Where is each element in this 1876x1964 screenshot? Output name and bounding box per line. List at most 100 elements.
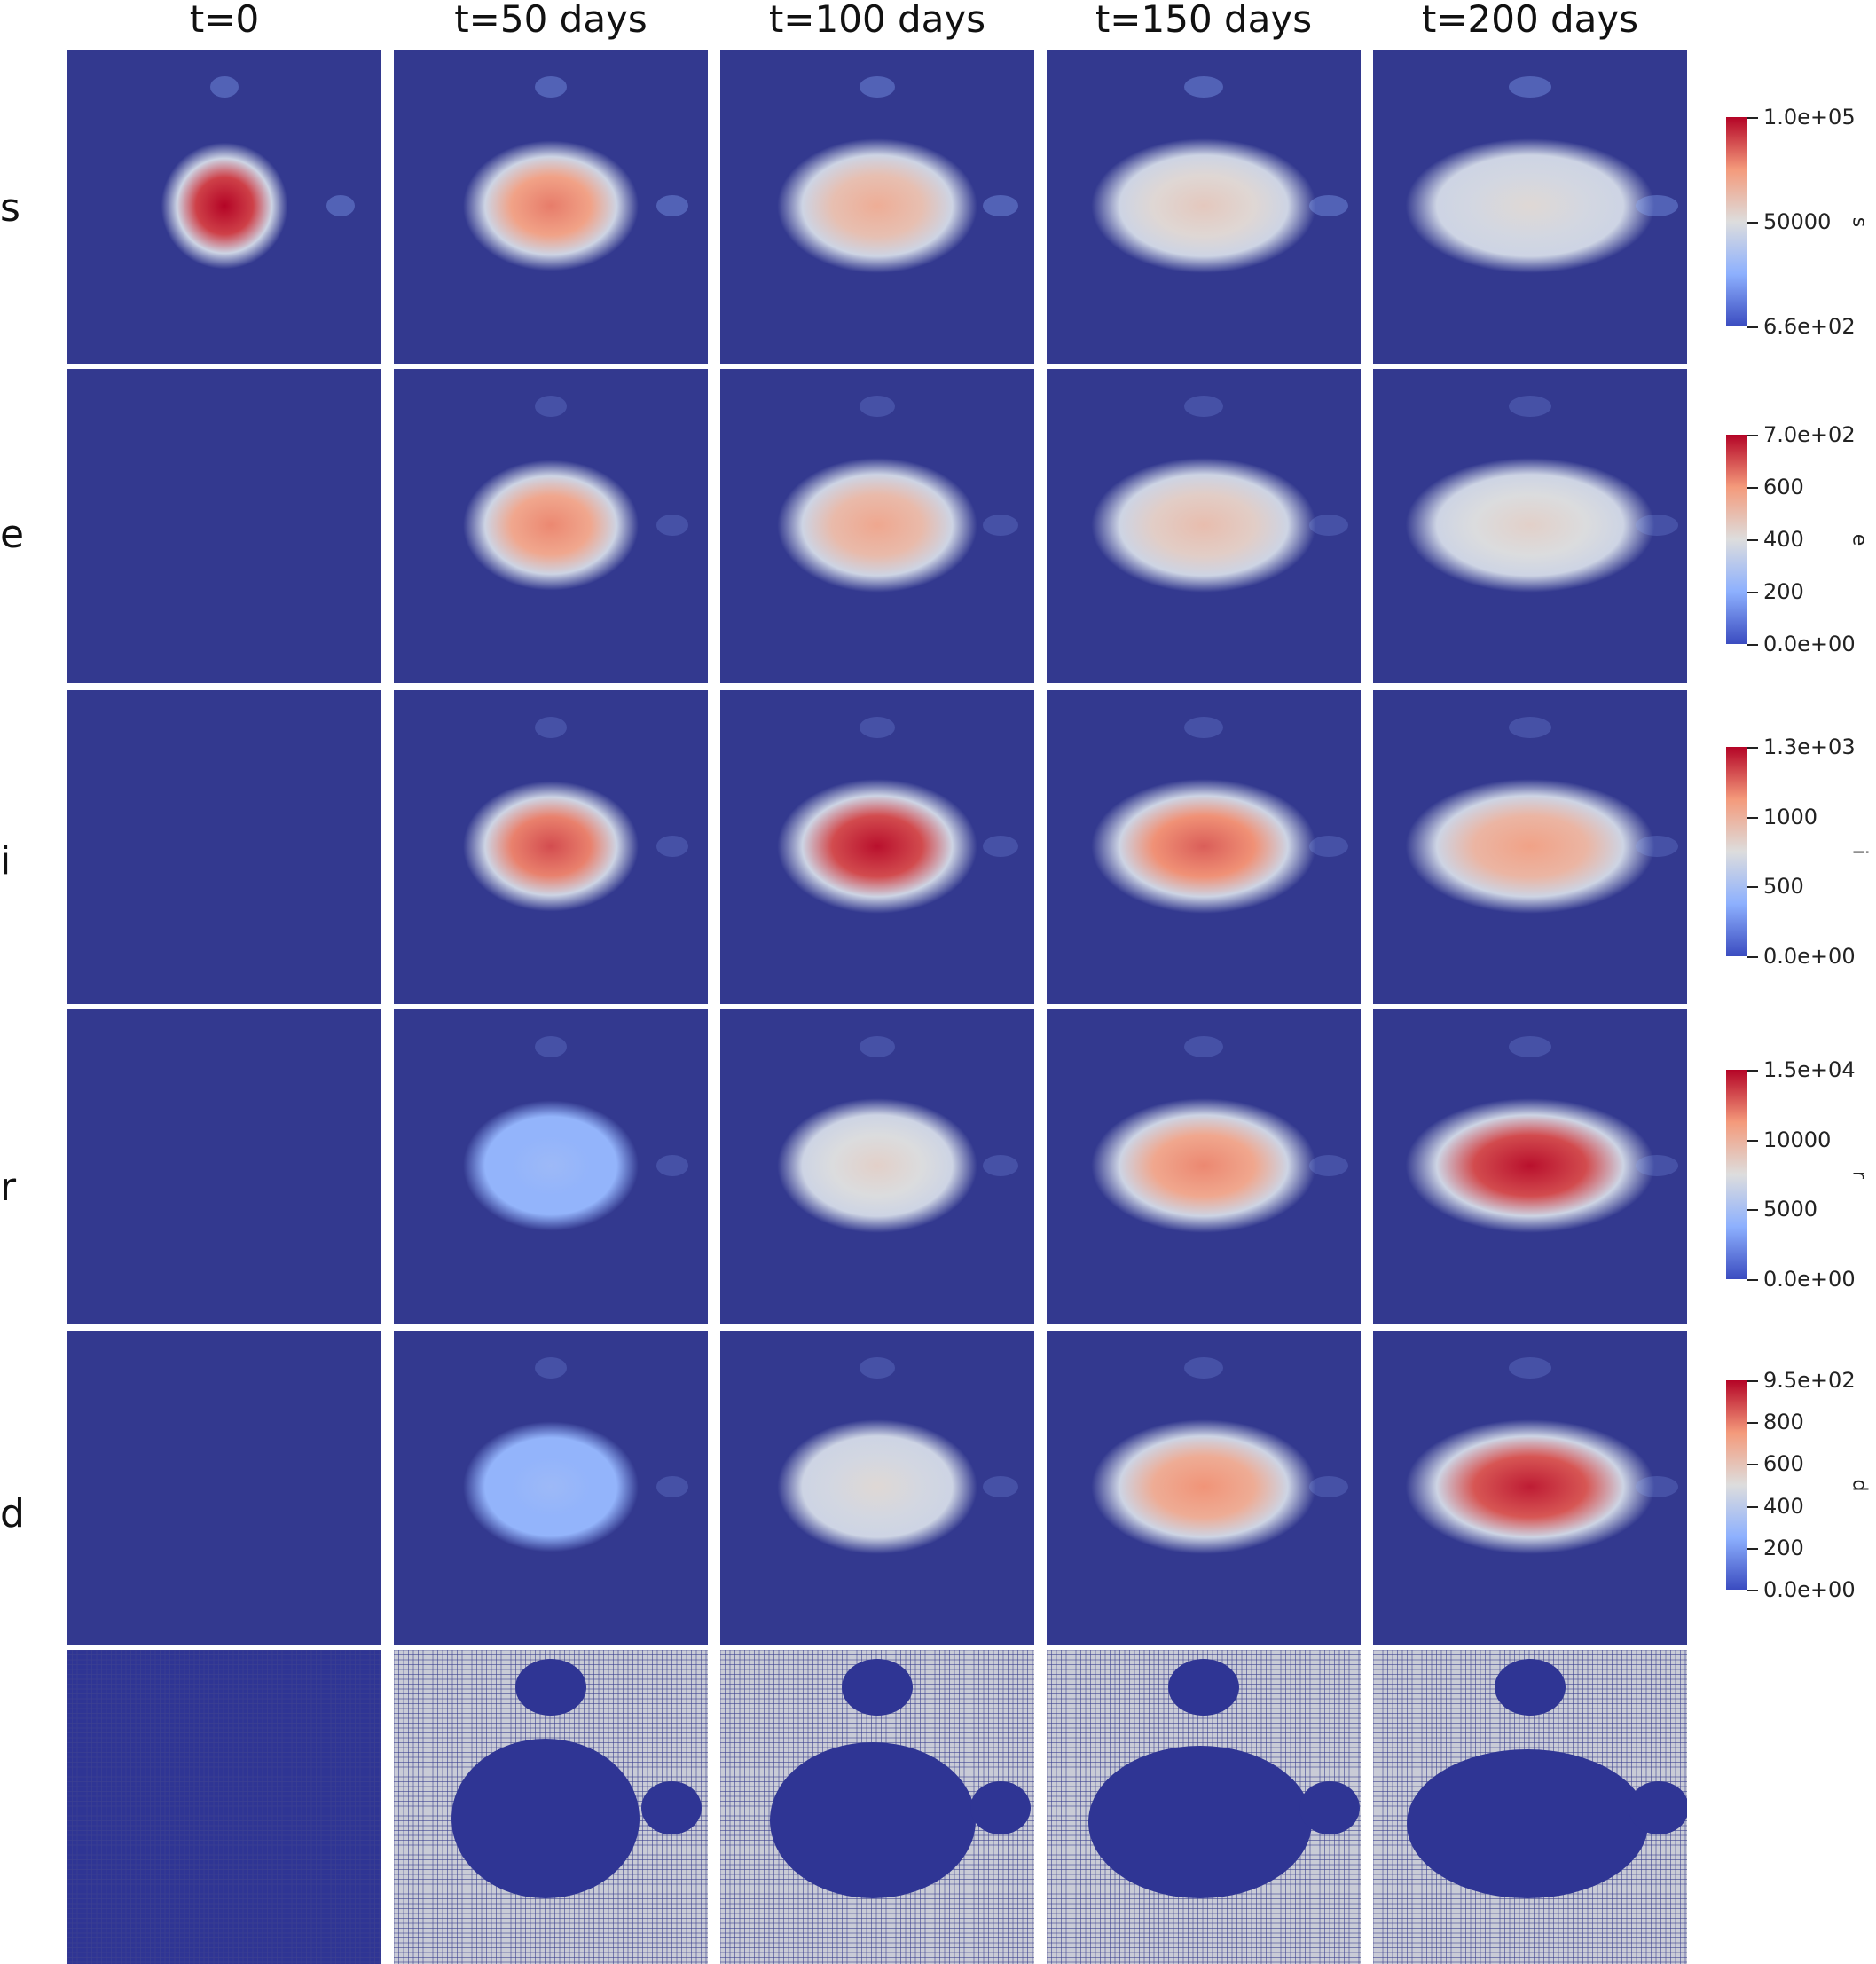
satellite-spot — [535, 76, 567, 98]
colorbar-tick-label: 800 — [1763, 1410, 1804, 1435]
panel-plot — [1373, 1009, 1687, 1324]
satellite-spot — [656, 1476, 688, 1497]
column-title-t150: t=150 days — [1095, 0, 1313, 41]
colorbar-tick-label: 5000 — [1763, 1197, 1818, 1222]
satellite-spot — [656, 1155, 688, 1176]
main-outbreak-blob — [1405, 1098, 1655, 1233]
row-label-s: s — [0, 185, 20, 231]
colorbar-r: 1.5e+04 10000 5000 0.0e+00 r — [1726, 1057, 1871, 1292]
panel-e-col4 — [1373, 369, 1687, 683]
panel-plot — [1047, 1331, 1361, 1645]
main-outbreak-blob — [1405, 779, 1655, 914]
satellite-spot — [1636, 195, 1678, 216]
satellite-spot — [326, 836, 355, 857]
satellite-spot — [1309, 1476, 1348, 1497]
colorbar-tick-label: 1.0e+05 — [1763, 105, 1856, 130]
panel-plot — [720, 1009, 1034, 1324]
panel-d-col3 — [1047, 1331, 1361, 1645]
satellite-spot — [983, 1155, 1018, 1176]
panel-plot — [1373, 690, 1687, 1004]
colorbar-tick-label: 9.5e+02 — [1763, 1368, 1856, 1393]
colorbar-d: 9.5e+02 800 600 400 200 0.0e+00 d — [1726, 1368, 1871, 1602]
colorbar-title: e — [1848, 533, 1871, 546]
panel-s-col3 — [1047, 50, 1361, 364]
panel-plot — [67, 369, 381, 683]
satellite-spot — [656, 836, 688, 857]
refined-mesh-region — [842, 1659, 913, 1716]
panel-d-col1 — [394, 1331, 708, 1645]
panel-plot — [67, 50, 381, 364]
panel-plot — [1373, 1331, 1687, 1645]
panel-plot — [1373, 369, 1687, 683]
panel-plot — [394, 690, 708, 1004]
main-outbreak-blob — [777, 138, 977, 273]
panel-d-col0 — [67, 1331, 381, 1645]
mesh-panel-col2 — [720, 1650, 1034, 1964]
colorbar-s: 1.0e+05 50000 6.6e+02 s — [1726, 105, 1871, 339]
colorbar-tick-label: 1.3e+03 — [1763, 735, 1856, 759]
satellite-spot — [1509, 76, 1551, 98]
main-outbreak-blob — [777, 1419, 977, 1554]
satellite-spot — [1636, 515, 1678, 536]
main-outbreak-blob — [777, 1098, 977, 1233]
panel-plot — [1047, 690, 1361, 1004]
mesh-panel-col1 — [394, 1650, 708, 1964]
panel-plot — [67, 1650, 381, 1964]
field-background — [67, 369, 381, 683]
colorbar-e: 7.0e+02 600 400 200 0.0e+00 e — [1726, 422, 1871, 656]
column-title-t50: t=50 days — [454, 0, 648, 41]
panel-i-col3 — [1047, 690, 1361, 1004]
satellite-spot — [210, 717, 239, 738]
panel-i-col2 — [720, 690, 1034, 1004]
satellite-spot — [210, 1357, 239, 1379]
refined-mesh-region — [641, 1781, 702, 1834]
satellite-spot — [326, 1476, 355, 1497]
panel-s-col1 — [394, 50, 708, 364]
refined-mesh-region — [1629, 1781, 1687, 1834]
panel-d-col4 — [1373, 1331, 1687, 1645]
field-background — [67, 690, 381, 1004]
mesh-panel-col0 — [67, 1650, 381, 1964]
column-title-t200: t=200 days — [1421, 0, 1639, 41]
panel-r-col0 — [67, 1009, 381, 1324]
satellite-spot — [983, 515, 1018, 536]
colorbar-title: d — [1848, 1479, 1871, 1492]
main-outbreak-blob — [1405, 138, 1655, 273]
panel-i-col0 — [67, 690, 381, 1004]
panel-plot — [394, 369, 708, 683]
satellite-spot — [1509, 717, 1551, 738]
refined-mesh-region — [770, 1742, 976, 1898]
main-outbreak-blob — [463, 1100, 639, 1231]
panel-i-col1 — [394, 690, 708, 1004]
main-outbreak-blob — [463, 460, 639, 591]
refined-mesh-region — [970, 1781, 1031, 1834]
panel-e-col3 — [1047, 369, 1361, 683]
refined-mesh-region — [515, 1659, 586, 1716]
main-outbreak-blob — [777, 779, 977, 914]
panel-plot — [67, 690, 381, 1004]
refined-mesh-region — [1407, 1749, 1648, 1898]
main-outbreak-blob — [777, 458, 977, 593]
colorbar-tick-label: 200 — [1763, 579, 1804, 604]
satellite-spot — [860, 1357, 895, 1379]
panel-r-col2 — [720, 1009, 1034, 1324]
colorbar-tick-label: 400 — [1763, 527, 1804, 552]
satellite-spot — [1184, 76, 1223, 98]
colorbar-tick-label: 0.0e+00 — [1763, 632, 1856, 656]
satellite-spot — [983, 195, 1018, 216]
colorbar-gradient — [1726, 435, 1747, 644]
main-outbreak-blob — [1091, 458, 1316, 593]
column-title-t100: t=100 days — [768, 0, 986, 41]
panel-plot — [1047, 1650, 1361, 1964]
satellite-spot — [983, 836, 1018, 857]
panel-e-col2 — [720, 369, 1034, 683]
satellite-spot — [535, 1036, 567, 1057]
satellite-spot — [1636, 1476, 1678, 1497]
satellite-spot — [1309, 195, 1348, 216]
colorbar-i: 1.3e+03 1000 500 0.0e+00 i — [1726, 735, 1871, 969]
panel-plot — [394, 50, 708, 364]
refined-mesh-region — [1168, 1659, 1239, 1716]
panel-i-col4 — [1373, 690, 1687, 1004]
colorbar-tick-label: 0.0e+00 — [1763, 944, 1856, 969]
colorbar-title: s — [1848, 216, 1871, 228]
